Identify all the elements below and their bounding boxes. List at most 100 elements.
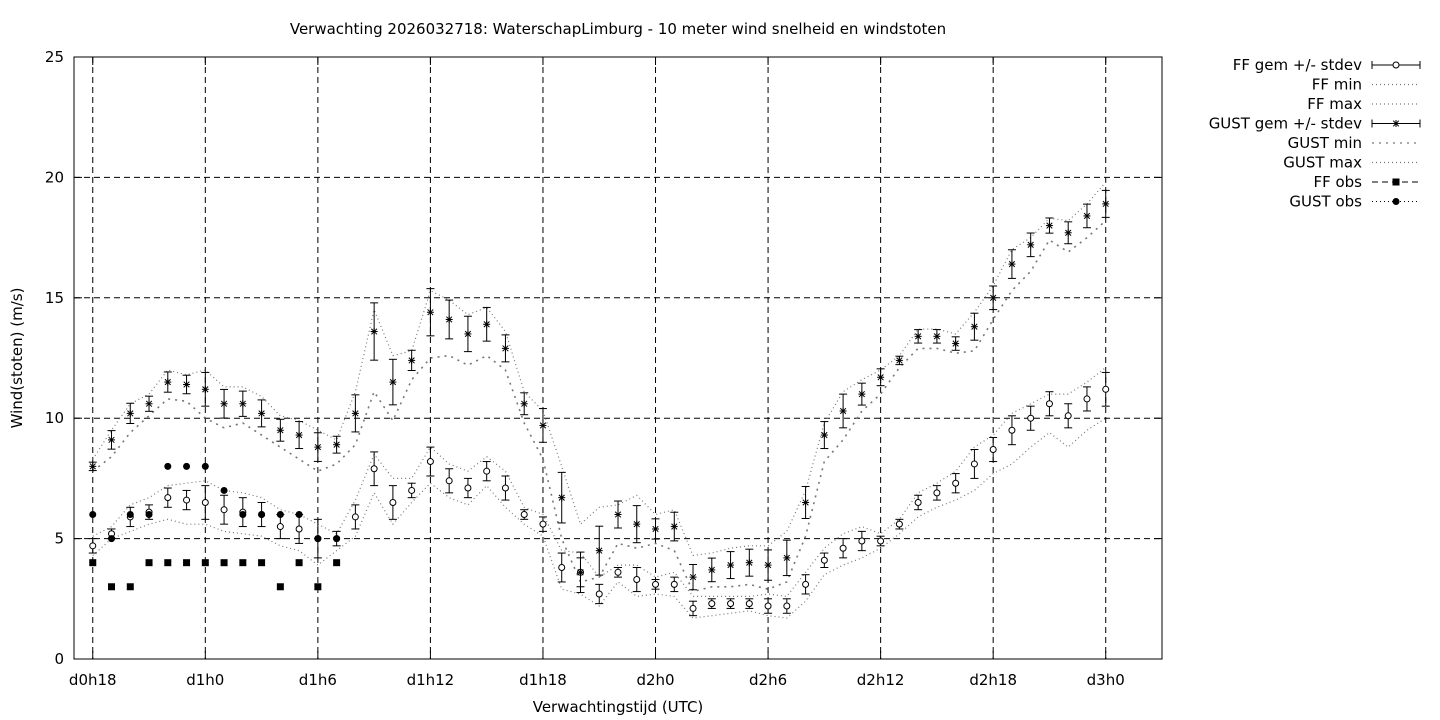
ff-mean-point bbox=[764, 602, 772, 610]
gust-mean-point bbox=[389, 378, 397, 386]
gust-mean-point bbox=[126, 409, 134, 417]
gust-mean-point bbox=[539, 421, 547, 429]
gust-mean-point bbox=[258, 409, 266, 417]
ff-mean-point bbox=[839, 544, 847, 552]
gust-obs-point bbox=[183, 462, 191, 470]
legend-label: FF max bbox=[1307, 95, 1362, 113]
ff-mean-point bbox=[1027, 414, 1035, 422]
legend-entry: GUST gem +/- stdev bbox=[1209, 115, 1421, 133]
legend-entry: GUST min bbox=[1288, 134, 1420, 152]
series-line-gust-min bbox=[92, 220, 1107, 593]
gust-obs-point bbox=[145, 511, 153, 519]
y-axis-label: Wind(stoten) (m/s) bbox=[8, 288, 26, 429]
ff-mean-point bbox=[1064, 412, 1072, 420]
legend-entry: FF gem +/- stdev bbox=[1233, 56, 1421, 74]
ff-obs-point bbox=[145, 559, 153, 567]
ff-mean-point bbox=[970, 460, 978, 468]
x-tick-label: d2h6 bbox=[749, 671, 787, 689]
gust-obs-point bbox=[108, 535, 116, 543]
x-tick-label: d1h0 bbox=[186, 671, 224, 689]
ff-obs-point bbox=[126, 583, 134, 591]
y-tick-label: 15 bbox=[45, 289, 64, 307]
chart-title: Verwachting 2026032718: WaterschapLimbur… bbox=[290, 20, 946, 38]
gust-mean-point bbox=[595, 547, 603, 555]
gust-obs-point bbox=[295, 511, 303, 519]
ff-mean-point bbox=[408, 486, 416, 494]
ff-obs-point bbox=[220, 559, 228, 567]
gust-mean-point bbox=[370, 328, 378, 336]
ff-obs-point bbox=[314, 583, 322, 591]
ff-mean-point bbox=[1083, 395, 1091, 403]
ff-mean-point bbox=[464, 484, 472, 492]
gust-mean-point bbox=[314, 443, 322, 451]
gust-mean-point bbox=[239, 400, 247, 408]
legend-label: GUST obs bbox=[1289, 193, 1362, 211]
ff-obs-point bbox=[258, 559, 266, 567]
y-tick-label: 25 bbox=[45, 48, 64, 66]
grid bbox=[74, 57, 1162, 659]
x-tick-label: d3h0 bbox=[1087, 671, 1125, 689]
gust-mean-point bbox=[520, 400, 528, 408]
gust-obs-point bbox=[201, 462, 209, 470]
gust-mean-point bbox=[1008, 260, 1016, 268]
gust-mean-point bbox=[783, 554, 791, 562]
gust-mean-point bbox=[614, 511, 622, 519]
legend-entry: FF min bbox=[1312, 76, 1420, 94]
ff-mean-point bbox=[952, 479, 960, 487]
ff-mean-point bbox=[858, 537, 866, 545]
ff-mean-point bbox=[614, 568, 622, 576]
x-tick-label: d2h12 bbox=[857, 671, 905, 689]
ff-obs-point bbox=[239, 559, 247, 567]
gust-mean-point bbox=[145, 400, 153, 408]
ff-mean-point bbox=[295, 525, 303, 533]
gust-mean-point bbox=[220, 400, 228, 408]
gust-mean-point bbox=[989, 294, 997, 302]
ff-mean-point bbox=[708, 600, 716, 608]
gust-mean-point bbox=[745, 559, 753, 567]
plot-frame bbox=[73, 56, 1163, 660]
ff-mean-point bbox=[820, 556, 828, 564]
ff-mean-point bbox=[877, 537, 885, 545]
legend-label: FF gem +/- stdev bbox=[1233, 56, 1362, 74]
gust-mean-point bbox=[464, 330, 472, 338]
gust-mean-point bbox=[576, 568, 584, 576]
gust-mean-point bbox=[201, 385, 209, 393]
ff-mean-point bbox=[201, 498, 209, 506]
ff-mean-point bbox=[89, 542, 97, 550]
gust-mean-point bbox=[727, 561, 735, 569]
gust-mean-point bbox=[708, 566, 716, 574]
ff-mean-point bbox=[727, 600, 735, 608]
ff-obs-point bbox=[276, 583, 284, 591]
gust-mean-point bbox=[333, 441, 341, 449]
gust-mean-point bbox=[295, 431, 303, 439]
gust-mean-point bbox=[426, 308, 434, 316]
gust-obs-point bbox=[333, 535, 341, 543]
gust-mean-point bbox=[501, 344, 509, 352]
gust-mean-point bbox=[895, 356, 903, 364]
gust-mean-point bbox=[108, 436, 116, 444]
gust-mean-point bbox=[952, 340, 960, 348]
x-axis-label: Verwachtingstijd (UTC) bbox=[533, 698, 704, 716]
gust-mean-point bbox=[483, 320, 491, 328]
y-tick-label: 20 bbox=[45, 168, 64, 186]
ff-obs-point bbox=[164, 559, 172, 567]
gust-mean-point bbox=[1102, 200, 1110, 208]
legend-label: GUST min bbox=[1288, 134, 1362, 152]
gust-mean-point bbox=[820, 431, 828, 439]
x-tick-label: d0h18 bbox=[69, 671, 117, 689]
gust-mean-point bbox=[877, 373, 885, 381]
ff-mean-point bbox=[426, 458, 434, 466]
x-tick-label: d2h18 bbox=[969, 671, 1017, 689]
gust-mean-point bbox=[670, 523, 678, 531]
ff-mean-point bbox=[183, 496, 191, 504]
ff-mean-point bbox=[351, 513, 359, 521]
ff-obs-point bbox=[201, 559, 209, 567]
gust-mean-point bbox=[408, 356, 416, 364]
ff-mean-point bbox=[501, 484, 509, 492]
ff-mean-point bbox=[445, 477, 453, 485]
ff-mean-point bbox=[370, 465, 378, 473]
ff-mean-point bbox=[389, 498, 397, 506]
y-tick-label: 10 bbox=[45, 409, 64, 427]
ff-mean-point bbox=[895, 520, 903, 528]
